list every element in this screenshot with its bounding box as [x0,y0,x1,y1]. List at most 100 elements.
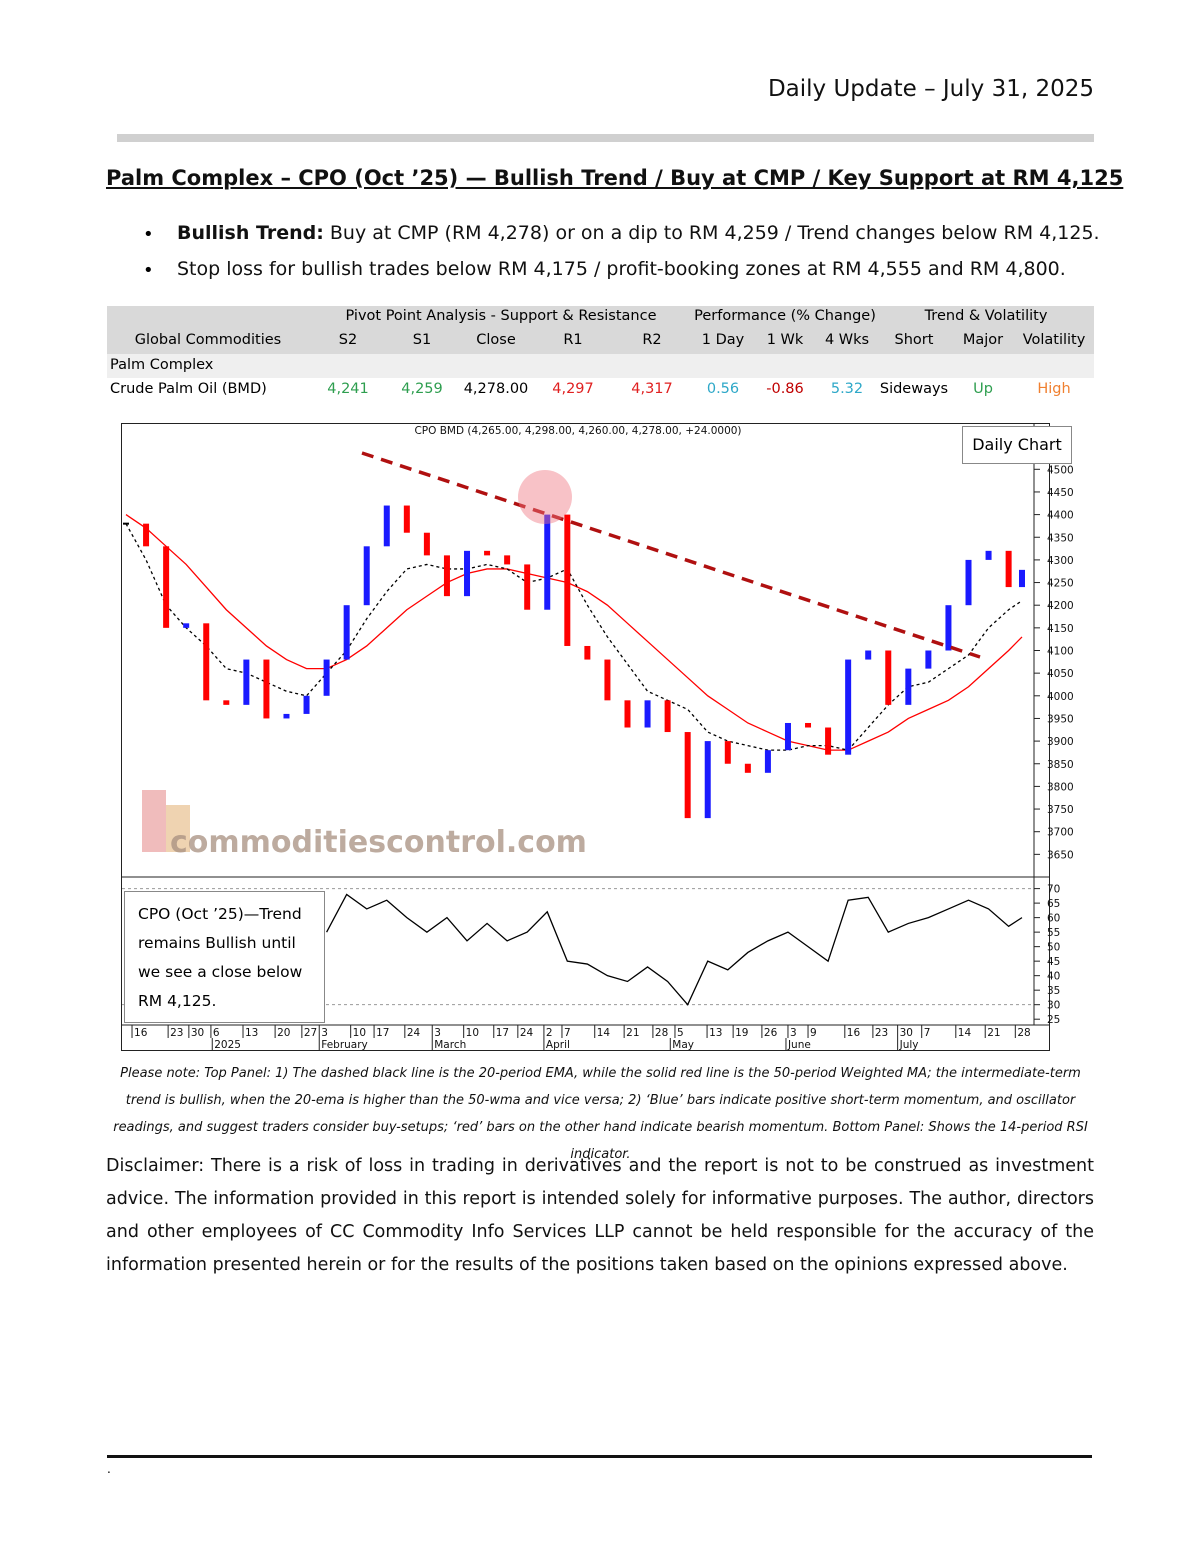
y-tick-label: 4400 [1047,510,1074,522]
watermark: commoditiescontrol.com [170,825,587,860]
wma-line [125,514,1023,751]
group-header: Trend & Volatility [924,308,1048,324]
footer: . [107,1462,111,1476]
y-tick-label: 3950 [1047,713,1074,725]
candle [203,623,210,701]
candle [965,559,972,606]
candle [1005,550,1012,588]
column-header: Major [962,332,1004,348]
candle [624,700,631,728]
x-tick-label: 3 [434,1027,441,1039]
y2-tick-label: 65 [1047,898,1060,910]
month-label: February [321,1039,368,1051]
y-tick-label: 3800 [1047,781,1074,793]
candle [343,605,350,660]
x-tick-label: 10 [353,1027,366,1039]
candle [845,659,852,755]
y-tick-label: 3900 [1047,736,1074,748]
rsi-line [326,893,1023,1006]
x-tick-label: 26 [764,1027,778,1039]
x-tick-label: 21 [626,1027,639,1039]
column-header: R2 [642,332,662,348]
candle [243,659,250,705]
y-tick-label: 4300 [1047,555,1074,567]
y-tick-label: 4450 [1047,487,1074,499]
y-tick-label: 4100 [1047,646,1074,658]
x-tick-label: 24 [407,1027,421,1039]
bullet-text: Stop loss for bullish trades below RM 4,… [177,258,1066,280]
disclaimer: Disclaimer: There is a risk of loss in t… [106,1156,1094,1275]
x-tick-label: 20 [277,1027,290,1039]
x-tick-label: 3 [790,1027,797,1039]
x-tick-label: 23 [875,1027,888,1039]
y2-tick-label: 30 [1047,1000,1060,1012]
candle [865,650,872,660]
table-cell: 4,317 [631,381,673,397]
x-tick-label: 13 [709,1027,722,1039]
candle [363,546,370,606]
column-header: 1 Wk [766,332,804,348]
chart-label: Daily Chart [962,426,1072,464]
y-tick-label: 4500 [1047,464,1074,476]
candle [423,532,430,556]
column-header: S2 [338,332,358,348]
candle [383,505,390,547]
bullet: Bullish Trend: Buy at CMP (RM 4,278) or … [177,222,1100,244]
table-header-bg [107,306,1094,354]
x-tick-label: 7 [564,1027,571,1039]
watermark-logo [142,790,166,852]
table-cell: High [1037,381,1071,397]
x-tick-label: 13 [245,1027,258,1039]
candle [564,514,571,646]
column-header: 1 Day [701,332,745,348]
candle [684,732,691,819]
title: Palm Complex – CPO (Oct ’25) — Bullish T… [106,166,1124,190]
bullet-dot: • [143,224,154,245]
x-tick-label: 17 [496,1027,509,1039]
column-header: 4 Wks [824,332,870,348]
x-tick-label: 23 [170,1027,183,1039]
chart-note: Please note: Top Panel: 1) The dashed bl… [113,1066,1088,1162]
x-tick-label: 5 [677,1027,684,1039]
candle [805,722,812,728]
candle [323,659,330,696]
candle [544,514,551,610]
y2-tick-label: 50 [1047,942,1060,954]
header-rule [117,134,1094,142]
y2-tick-label: 40 [1047,971,1060,983]
report-date: Daily Update – July 31, 2025 [767,76,1094,102]
candle [744,763,751,773]
candle [484,550,491,556]
column-header: Volatility [1022,332,1086,348]
candle [664,700,671,733]
table: Palm Complex Pivot Point Analysis - Supp… [107,306,1094,403]
column-header: R1 [563,332,583,348]
candle [443,555,450,597]
candle [1019,569,1025,588]
column-header: S1 [412,332,432,348]
month-label: April [546,1039,570,1051]
candle [464,550,471,597]
y-tick-label: 3700 [1047,827,1074,839]
y2-tick-label: 45 [1047,956,1060,968]
candle [825,727,832,755]
watermark-logo [166,805,190,852]
table-cell: 4,241 [327,381,369,397]
candle [303,695,310,714]
x-tick-label: 3 [321,1027,328,1039]
candle [123,522,129,525]
column-header: Global Commodities [134,332,282,348]
candle [143,523,150,547]
y2-tick-label: 70 [1047,884,1060,896]
bullet: Stop loss for bullish trades below RM 4,… [177,258,1066,280]
candle [263,659,270,719]
x-tick-label: 28 [1017,1027,1030,1039]
y-tick-label: 3850 [1047,759,1074,771]
x-tick-label: 14 [597,1027,611,1039]
candle [163,546,170,628]
x-tick-label: 16 [847,1027,861,1039]
x-tick-label: 2 [546,1027,553,1039]
table-cell: Crude Palm Oil (BMD) [110,381,267,397]
table-cell: 5.32 [830,381,864,397]
